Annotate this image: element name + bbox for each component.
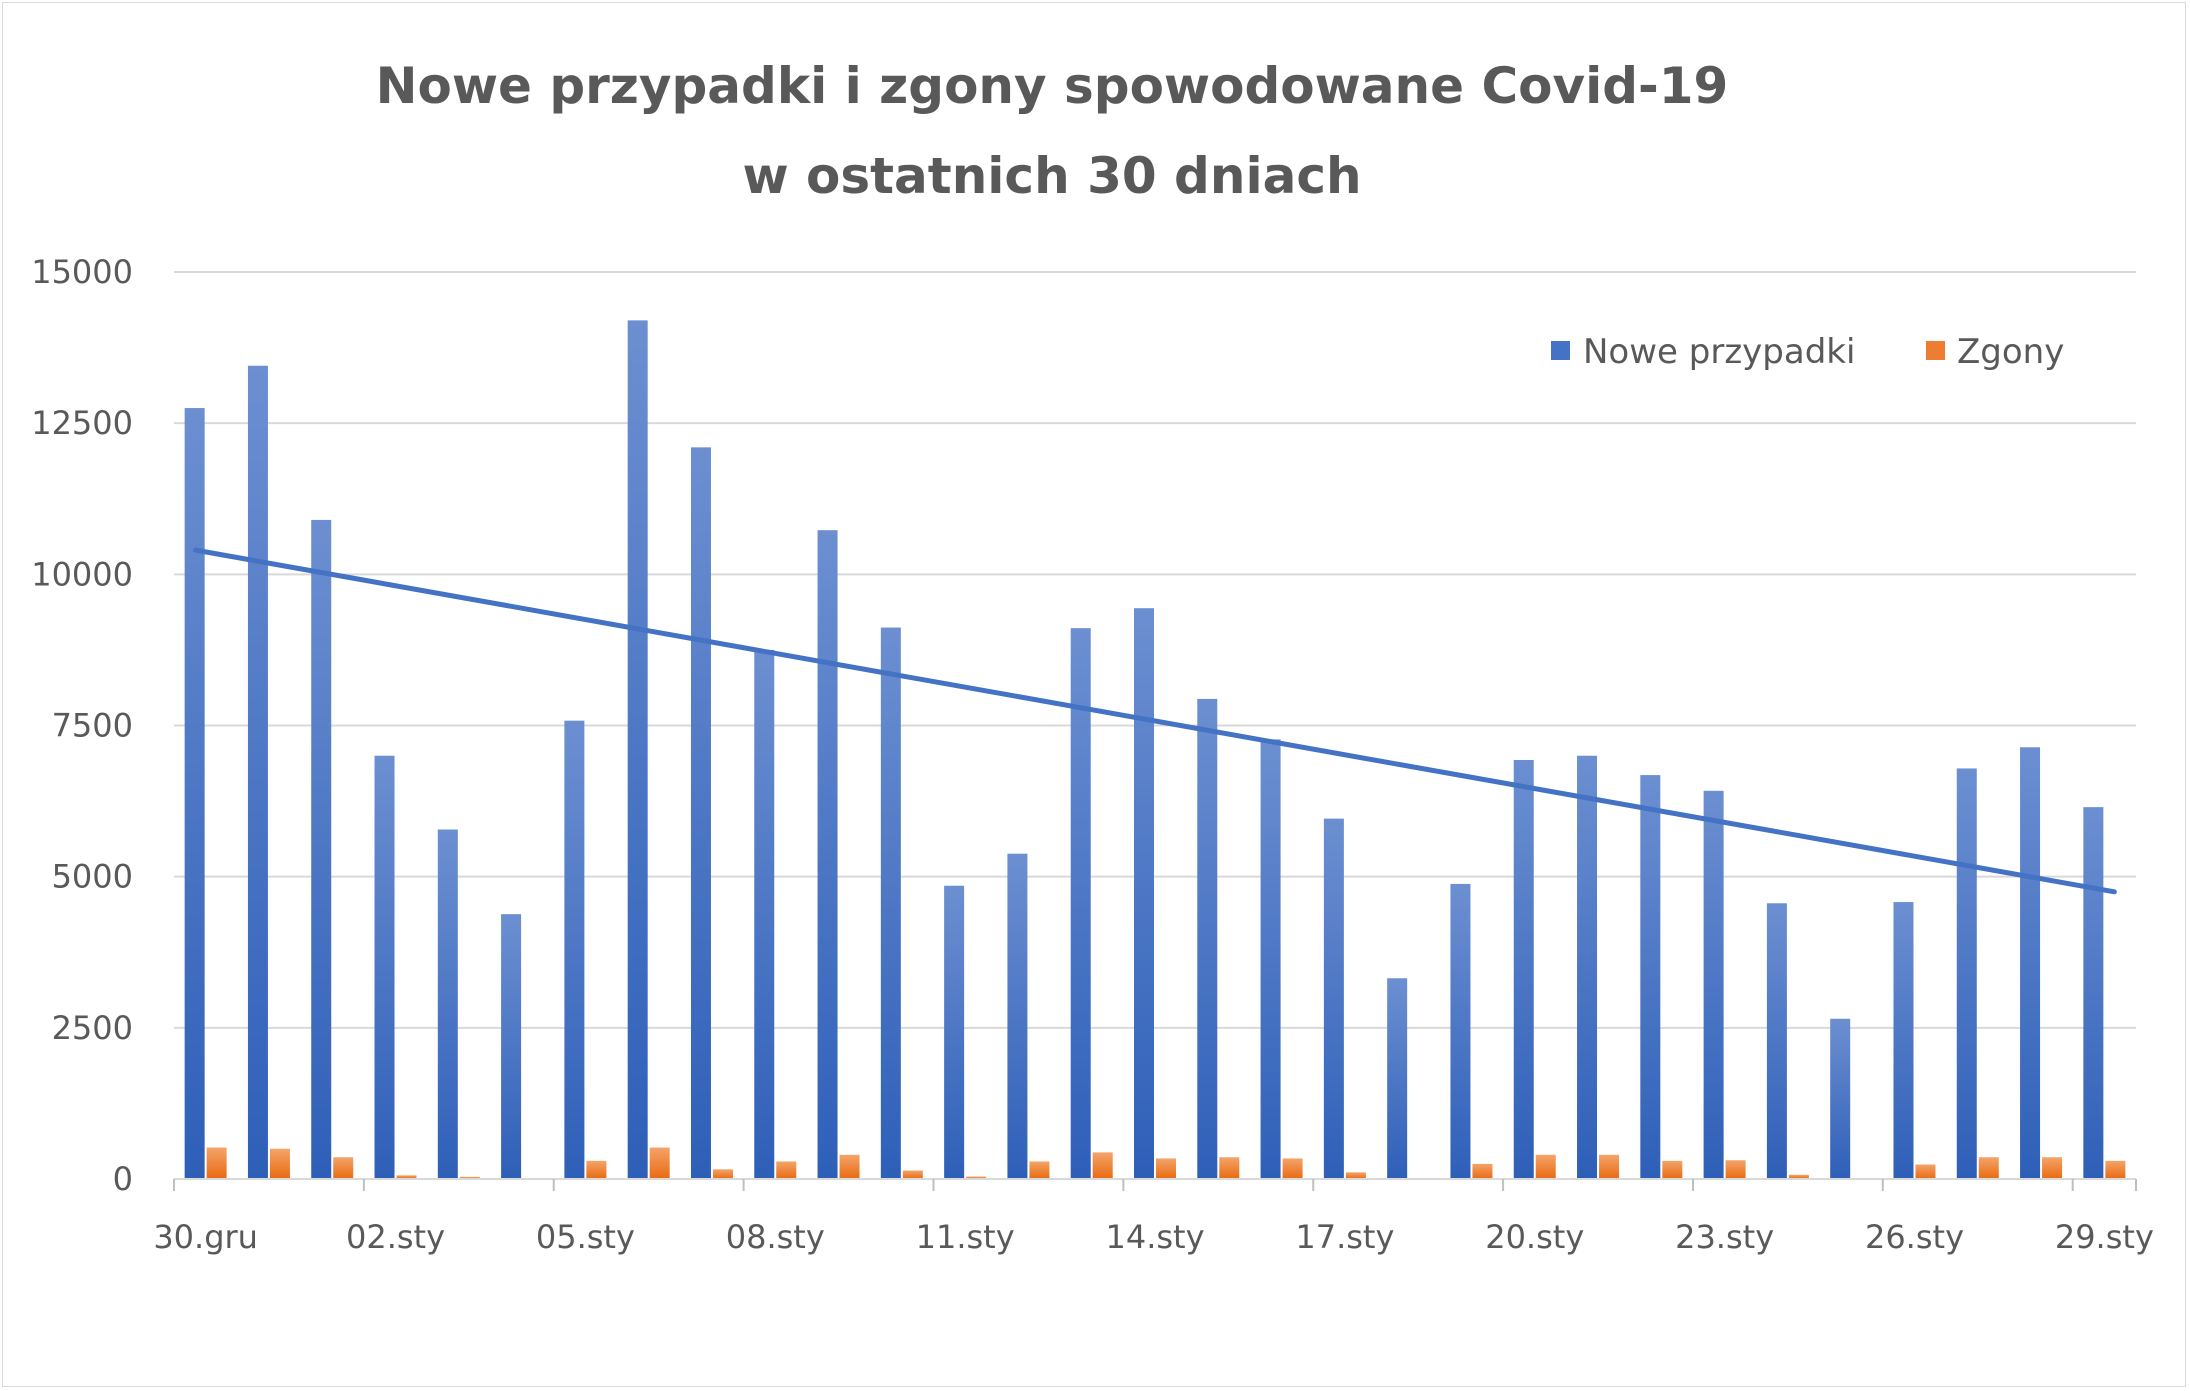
bar-zgony	[712, 1169, 733, 1179]
x-tick-label: 14.sty	[1105, 1218, 1204, 1256]
bar-nowe-przypadki	[437, 829, 458, 1179]
chart-title-line2: w ostatnich 30 dniach	[742, 147, 1361, 205]
x-tick-label: 20.sty	[1485, 1218, 1584, 1256]
bar-nowe-przypadki	[564, 720, 585, 1179]
bar-nowe-przypadki	[1893, 902, 1914, 1179]
x-axis: 30.gru 02.sty 05.sty 08.sty 11.sty 14.sty 17.s…	[153, 1178, 2154, 1256]
bar-nowe-przypadki	[1956, 768, 1977, 1179]
bar-nowe-przypadki	[1070, 628, 1091, 1179]
bar-zgony	[396, 1175, 417, 1179]
bar-zgony	[1092, 1152, 1113, 1179]
y-tick-label: 2500	[52, 1009, 133, 1047]
bar-zgony	[1915, 1164, 1936, 1179]
y-tick-label: 0	[113, 1160, 133, 1198]
legend: Nowe przypadki Zgony	[1551, 332, 2064, 372]
bar-zgony	[1788, 1174, 1809, 1179]
trendline	[193, 547, 2117, 895]
y-tick-label: 7500	[52, 707, 133, 745]
legend-swatch-zgony	[1926, 341, 1945, 360]
bar-zgony	[649, 1147, 670, 1179]
bar-nowe-przypadki	[1766, 903, 1787, 1179]
bar-zgony	[1156, 1158, 1176, 1179]
bar-nowe-przypadki	[1703, 790, 1724, 1179]
x-tick-label: 26.sty	[1865, 1218, 1964, 1256]
bar-nowe-przypadki	[817, 530, 838, 1179]
bar-nowe-przypadki	[501, 914, 522, 1179]
trendline-layer	[193, 547, 2117, 895]
bar-nowe-przypadki	[1450, 883, 1471, 1179]
x-tick-label: 29.sty	[2055, 1218, 2154, 1256]
bar-zgony	[1725, 1160, 1746, 1179]
bar-zgony	[1029, 1161, 1050, 1179]
bar-nowe-przypadki	[2083, 807, 2104, 1179]
bar-zgony	[1282, 1158, 1303, 1179]
bar-zgony	[1662, 1160, 1683, 1179]
bar-zgony	[586, 1160, 607, 1179]
bar-nowe-przypadki	[1197, 698, 1218, 1179]
bar-nowe-przypadki	[1577, 755, 1598, 1179]
chart-title-line1: Nowe przypadki i zgony spowodowane Covid…	[376, 57, 1729, 115]
bar-zgony	[1535, 1154, 1556, 1179]
bar-zgony	[902, 1170, 923, 1179]
bar-nowe-przypadki	[1387, 978, 1408, 1179]
legend-swatch-nowe-przypadki	[1551, 341, 1570, 360]
legend-label-nowe-przypadki: Nowe przypadki	[1583, 332, 1855, 372]
chart-title: Nowe przypadki i zgony spowodowane Covid…	[376, 57, 1729, 205]
x-tick-label: 23.sty	[1675, 1218, 1774, 1256]
gridlines	[174, 271, 2136, 1029]
bar-zgony	[966, 1176, 987, 1179]
bar-nowe-przypadki	[754, 649, 775, 1179]
bar-nowe-przypadki	[1640, 775, 1661, 1179]
y-tick-label: 15000	[31, 253, 133, 291]
bar-zgony	[1345, 1172, 1366, 1179]
x-tick-label: 17.sty	[1295, 1218, 1394, 1256]
y-tick-label: 12500	[31, 404, 133, 442]
bar-nowe-przypadki	[2020, 747, 2041, 1179]
bar-zgony	[333, 1157, 354, 1179]
bar-nowe-przypadki	[374, 755, 395, 1179]
bar-nowe-przypadki	[1134, 608, 1154, 1179]
bars	[184, 320, 2126, 1180]
bar-zgony	[839, 1154, 860, 1179]
bar-nowe-przypadki	[184, 408, 205, 1179]
bar-zgony	[2105, 1160, 2126, 1179]
bar-nowe-przypadki	[247, 365, 268, 1179]
x-tick-label: 05.sty	[536, 1218, 635, 1256]
y-tick-label: 10000	[31, 555, 133, 593]
bar-zgony	[776, 1161, 797, 1179]
bar-nowe-przypadki	[944, 885, 965, 1179]
bar-nowe-przypadki	[690, 447, 711, 1179]
bar-nowe-przypadki	[1830, 1018, 1851, 1179]
bar-nowe-przypadki	[1513, 759, 1534, 1179]
bar-nowe-przypadki	[311, 519, 332, 1179]
bar-zgony	[1978, 1157, 1999, 1179]
x-tick-label: 08.sty	[726, 1218, 825, 1256]
bar-zgony	[1472, 1163, 1493, 1179]
bar-zgony	[206, 1147, 227, 1179]
bar-zgony	[2042, 1157, 2063, 1179]
bar-zgony	[459, 1176, 480, 1179]
x-tick-label: 11.sty	[916, 1218, 1015, 1256]
bar-nowe-przypadki	[1007, 853, 1028, 1179]
x-tick-label: 30.gru	[153, 1218, 258, 1256]
x-tick-label: 02.sty	[346, 1218, 445, 1256]
y-tick-label: 5000	[52, 858, 133, 896]
bar-zgony	[1219, 1157, 1240, 1179]
bar-nowe-przypadki	[627, 320, 648, 1180]
legend-label-zgony: Zgony	[1957, 332, 2064, 372]
bar-nowe-przypadki	[1323, 818, 1344, 1179]
bar-nowe-przypadki	[1260, 739, 1281, 1179]
bar-nowe-przypadki	[880, 627, 901, 1179]
bar-zgony	[269, 1148, 290, 1179]
y-axis: 0 2500 5000 7500 10000 12500 15000	[31, 253, 133, 1198]
bar-zgony	[1599, 1154, 1620, 1179]
